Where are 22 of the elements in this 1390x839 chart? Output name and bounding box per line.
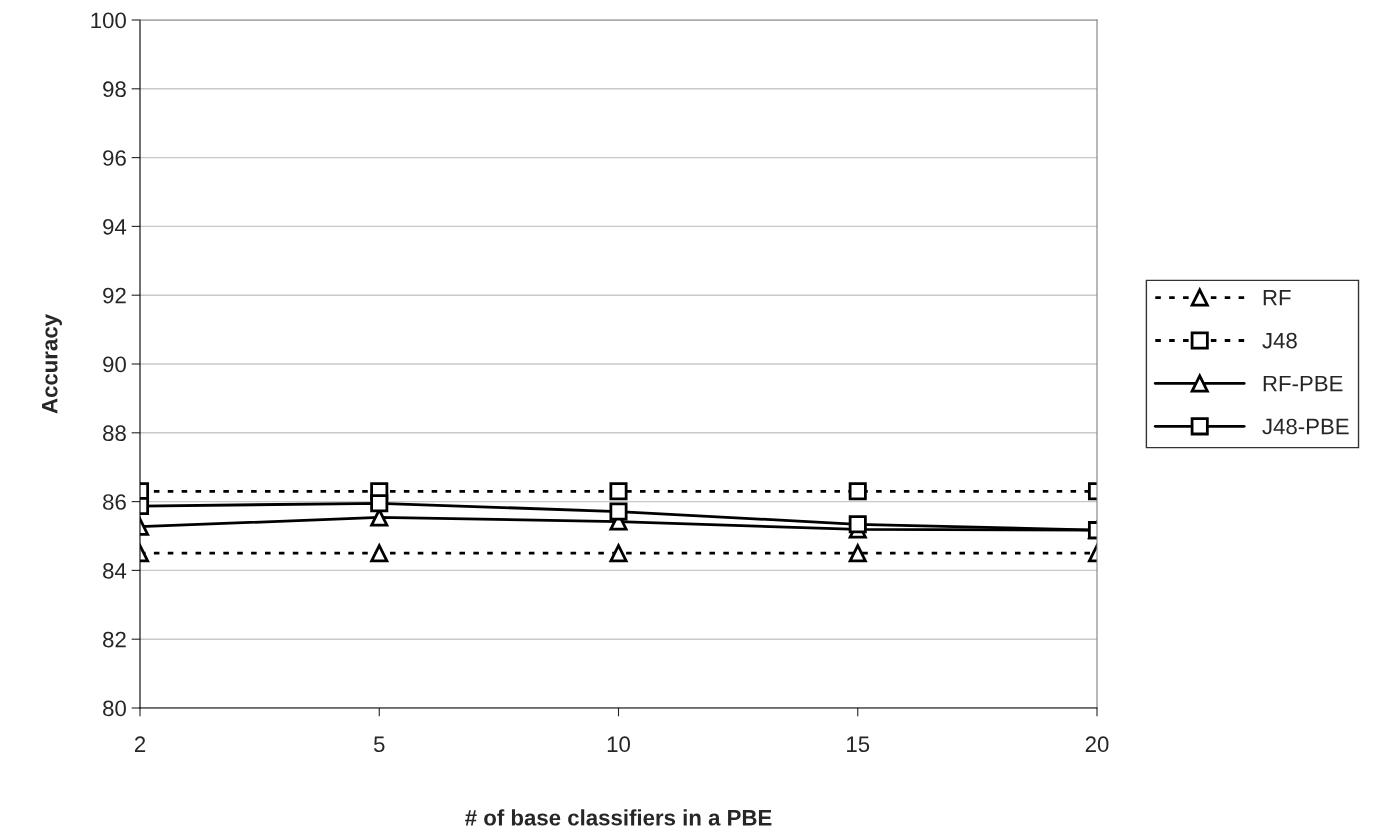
legend-label: RF bbox=[1263, 290, 1291, 306]
y-tick-label: 84 bbox=[103, 562, 127, 579]
y-axis-title: Accuracy bbox=[42, 314, 62, 414]
legend-label: J48-PBE bbox=[1262, 418, 1349, 435]
y-tick-label: 86 bbox=[103, 494, 126, 510]
y-tick-label: 90 bbox=[103, 356, 126, 373]
legend-label: RF-PBE bbox=[1263, 375, 1343, 392]
y-tick-label: 82 bbox=[103, 631, 126, 648]
y-tick-label: 94 bbox=[103, 218, 127, 235]
x-tick-label: 5 bbox=[373, 736, 385, 753]
legend-label: J48 bbox=[1262, 332, 1297, 349]
x-tick-label: 10 bbox=[607, 736, 630, 753]
x-tick-label: 20 bbox=[1085, 736, 1109, 753]
y-tick-label: 100 bbox=[91, 12, 126, 29]
x-axis-title: # of base classifiers in a PBE bbox=[465, 809, 772, 826]
y-tick-label: 98 bbox=[103, 81, 126, 98]
x-tick-label: 2 bbox=[134, 736, 146, 752]
y-tick-label: 92 bbox=[103, 287, 126, 304]
x-tick-label: 15 bbox=[847, 736, 870, 753]
y-tick-label: 80 bbox=[103, 700, 126, 717]
y-tick-label: 96 bbox=[103, 150, 126, 166]
y-tick-label: 88 bbox=[103, 425, 126, 442]
